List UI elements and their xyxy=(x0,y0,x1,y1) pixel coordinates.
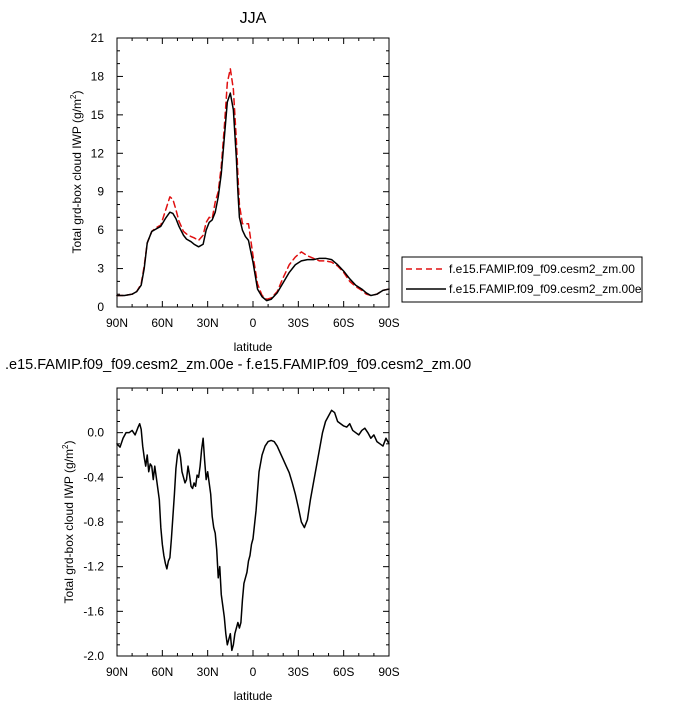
x-tick-label: 30S xyxy=(288,665,309,679)
x-tick-label: 30N xyxy=(197,665,219,679)
y-tick-label: 3 xyxy=(97,262,104,276)
y-tick-label: -0.8 xyxy=(83,515,104,529)
bottom-x-axis-label: latitude xyxy=(234,689,273,703)
y-tick-label: 15 xyxy=(91,108,105,122)
y-tick-label: 18 xyxy=(91,69,105,83)
x-tick-label: 60N xyxy=(151,316,173,330)
y-tick-label: -1.2 xyxy=(83,560,104,574)
y-tick-label: 9 xyxy=(97,185,104,199)
x-tick-label: 0 xyxy=(250,316,257,330)
bottom-plot-frame xyxy=(116,387,390,657)
x-tick-label: 60S xyxy=(333,665,354,679)
y-tick-label: 0 xyxy=(97,300,104,314)
bottom-panel: .e15.FAMIP.f09_f09.cesm2_zm.00e - f.e15.… xyxy=(5,357,471,703)
y-tick-label: -2.0 xyxy=(83,649,104,663)
x-tick-label: 90N xyxy=(106,665,128,679)
y-tick-label: 21 xyxy=(91,31,105,45)
x-tick-label: 0 xyxy=(250,665,257,679)
x-tick-label: 30S xyxy=(288,316,309,330)
y-tick-label: 6 xyxy=(97,223,104,237)
x-tick-label: 90S xyxy=(378,665,399,679)
series-line-0-1 xyxy=(116,92,390,302)
bottom-chart-title: .e15.FAMIP.f09_f09.cesm2_zm.00e - f.e15.… xyxy=(5,357,471,373)
x-tick-label: 30N xyxy=(197,316,219,330)
legend-box xyxy=(401,256,643,303)
legend-label-00e: f.e15.FAMIP.f09_f09.cesm2_zm.00e xyxy=(449,282,642,296)
y-tick-label: 12 xyxy=(91,146,105,160)
legend-label-00: f.e15.FAMIP.f09_f09.cesm2_zm.00 xyxy=(449,262,635,276)
y-tick-label: 0.0 xyxy=(87,426,104,440)
x-tick-label: 90S xyxy=(378,316,399,330)
top-panel: JJA 90N 60N 30N 0 30S 60S 90S 0 3 6 9 12 15 18 21 lati… xyxy=(69,10,400,354)
y-tick-label: -0.4 xyxy=(83,470,104,484)
top-y-axis-label: Total grd-box cloud IWP (g/m2) xyxy=(69,91,84,254)
legend: f.e15.FAMIP.f09_f09.cesm2_zm.00 f.e15.FA… xyxy=(401,256,643,303)
top-plot-frame xyxy=(116,37,390,308)
x-tick-label: 60N xyxy=(151,665,173,679)
y-tick-label: -1.6 xyxy=(83,604,104,618)
x-tick-label: 60S xyxy=(333,316,354,330)
bottom-y-axis-label: Total grd-box cloud IWP (g/m2) xyxy=(61,441,76,604)
series-line-1-0 xyxy=(116,409,390,652)
series-line-0-0 xyxy=(116,67,390,301)
x-tick-label: 90N xyxy=(106,316,128,330)
top-x-axis-label: latitude xyxy=(234,340,273,354)
top-chart-title: JJA xyxy=(240,10,267,27)
